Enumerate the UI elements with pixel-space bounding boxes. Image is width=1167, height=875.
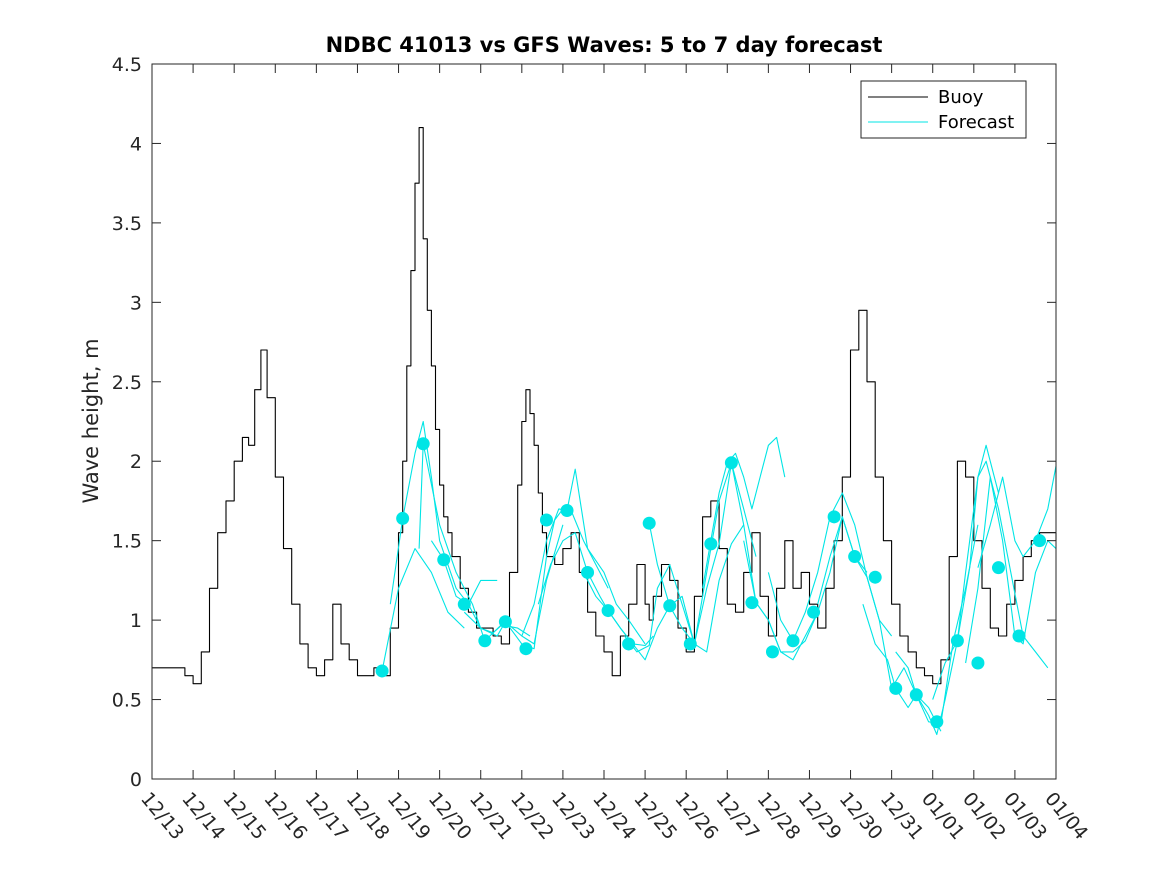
y-tick-label: 0.5 [112, 690, 142, 712]
marker-layer [375, 437, 1047, 729]
y-tick-label: 4.5 [112, 54, 142, 76]
forecast-marker [457, 597, 471, 611]
forecast-marker [581, 565, 595, 579]
forecast-marker [560, 503, 574, 517]
forecast-series-line [430, 524, 564, 645]
buoy-series-line [152, 127, 1057, 685]
forecast-marker [991, 561, 1005, 575]
forecast-marker [807, 605, 821, 619]
forecast-series-line [463, 508, 609, 650]
forecast-marker [930, 715, 944, 729]
forecast-marker [539, 513, 553, 527]
forecast-marker [416, 437, 430, 451]
forecast-series-line [977, 465, 1057, 568]
y-tick-label: 0 [130, 769, 142, 791]
forecast-marker [848, 550, 862, 564]
y-axis-label: Wave height, m [79, 338, 103, 503]
chart-title: NDBC 41013 vs GFS Waves: 5 to 7 day fore… [326, 33, 883, 57]
forecast-marker [622, 637, 636, 651]
forecast-marker [868, 570, 882, 584]
forecast-marker [827, 510, 841, 524]
forecast-series-line [389, 420, 498, 605]
legend-label-forecast: Forecast [938, 112, 1014, 133]
forecast-marker [663, 599, 677, 613]
forecast-series-line [537, 532, 654, 647]
forecast-series-line [932, 460, 1049, 700]
forecast-marker [724, 456, 738, 470]
y-tick-label: 2.5 [112, 372, 142, 394]
forecast-marker [786, 634, 800, 648]
forecast-marker [704, 537, 718, 551]
forecast-marker [601, 604, 615, 618]
forecast-series-line [895, 444, 1000, 736]
forecast-series-line [702, 436, 786, 589]
y-tick-label: 1 [130, 610, 142, 632]
forecast-series-line [583, 572, 695, 661]
forecast-marker [375, 664, 389, 678]
plot-area [152, 64, 1056, 779]
y-tick-label: 3.5 [112, 213, 142, 235]
forecast-marker [683, 637, 697, 651]
forecast-series-line [624, 524, 745, 653]
forecast-marker [642, 516, 656, 530]
legend: Buoy Forecast [860, 80, 1027, 139]
forecast-marker [909, 688, 923, 702]
forecast-marker [498, 615, 512, 629]
y-tick-label: 1.5 [112, 531, 142, 553]
y-tick-label: 3 [130, 292, 142, 314]
forecast-marker [437, 553, 451, 567]
y-tick-label: 4 [130, 133, 142, 155]
forecast-marker [1033, 534, 1047, 548]
forecast-marker [396, 511, 410, 525]
forecast-series-line [521, 468, 646, 645]
forecast-marker [950, 634, 964, 648]
y-tick-label: 2 [130, 451, 142, 473]
forecast-marker [1012, 629, 1026, 643]
forecast-series-line [381, 548, 465, 672]
legend-label-buoy: Buoy [938, 87, 984, 108]
legend-box [860, 80, 1027, 139]
forecast-marker [519, 642, 533, 656]
forecast-marker [765, 645, 779, 659]
forecast-marker [745, 596, 759, 610]
forecast-marker [478, 634, 492, 648]
forecast-marker [971, 656, 985, 670]
forecast-series-line [648, 462, 757, 645]
forecast-marker [889, 681, 903, 695]
